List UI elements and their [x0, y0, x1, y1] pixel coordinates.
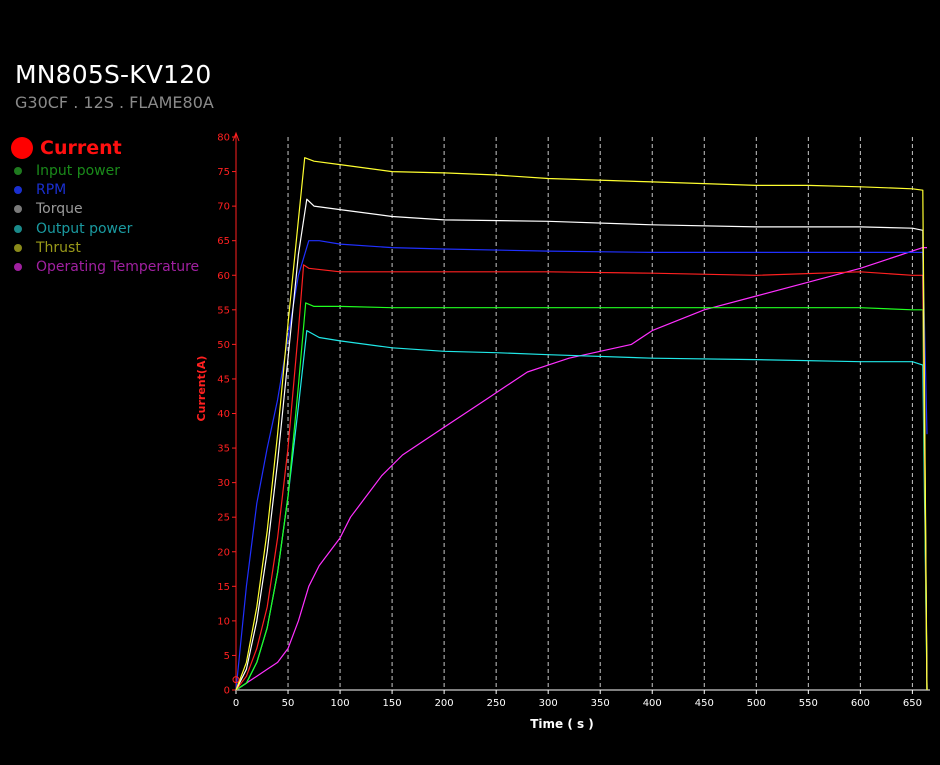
y-tick-label: 5 — [224, 651, 230, 662]
legend-dot-icon — [14, 243, 22, 252]
legend-label: Operating Temperature — [36, 259, 200, 276]
x-tick-label: 500 — [747, 698, 766, 709]
x-tick-label: 200 — [435, 698, 454, 709]
y-tick-label: 30 — [217, 478, 230, 489]
y-tick-label: 0 — [224, 686, 230, 697]
legend-label: Torque — [36, 201, 83, 218]
legend-dot-icon — [14, 185, 22, 194]
y-axis-arrow — [232, 131, 240, 142]
legend-item-operating-temperature[interactable]: Operating Temperature — [14, 257, 208, 276]
y-tick-label: 65 — [217, 236, 230, 247]
x-tick-label: 300 — [539, 698, 558, 709]
y-tick-label: 55 — [217, 305, 230, 316]
legend-item-input-power[interactable]: Input power — [14, 161, 208, 180]
legend-label: Thrust — [36, 239, 81, 256]
y-tick-label: 40 — [217, 409, 230, 420]
y-tick-label: 70 — [217, 202, 230, 213]
y-tick-label: 50 — [217, 340, 230, 351]
y-tick-label: 75 — [217, 167, 230, 178]
series-line-torque — [235, 198, 928, 691]
x-axis-title: Time ( s ) — [530, 717, 594, 731]
series-line-thrust — [235, 157, 928, 691]
legend: Current Input power RPM Torque Output power… — [8, 135, 208, 277]
series-line-rpm — [235, 240, 928, 691]
y-tick-label: 15 — [217, 582, 230, 593]
legend-label: Output power — [36, 220, 133, 237]
legend-label-current: Current — [40, 137, 122, 159]
legend-dot-icon — [14, 166, 22, 175]
legend-item-torque[interactable]: Torque — [14, 200, 208, 219]
legend-item-current[interactable]: Current — [8, 135, 208, 161]
x-tick-label: 550 — [799, 698, 818, 709]
legend-item-rpm[interactable]: RPM — [14, 180, 208, 199]
legend-label: RPM — [36, 181, 67, 198]
x-tick-label: 50 — [282, 698, 295, 709]
y-tick-label: 10 — [217, 616, 230, 627]
legend-dot-icon — [14, 205, 22, 214]
legend-label: Input power — [36, 162, 120, 179]
legend-dot-icon — [14, 263, 22, 272]
y-tick-label: 20 — [217, 547, 230, 558]
y-tick-label: 35 — [217, 444, 230, 455]
x-tick-label: 150 — [383, 698, 402, 709]
series-marker-current — [232, 676, 240, 684]
x-tick-label: 100 — [331, 698, 350, 709]
x-tick-label: 0 — [233, 698, 239, 709]
legend-item-output-power[interactable]: Output power — [14, 219, 208, 238]
series-line-input-power — [235, 302, 928, 691]
y-tick-label: 25 — [217, 513, 230, 524]
x-tick-label: 600 — [851, 698, 870, 709]
series-line-operating-temperature — [235, 247, 927, 691]
x-tick-label: 450 — [695, 698, 714, 709]
y-tick-label: 80 — [217, 133, 230, 144]
legend-dot-icon — [14, 224, 22, 233]
y-tick-label: 60 — [217, 271, 230, 282]
y-tick-label: 45 — [217, 374, 230, 385]
series-line-current — [235, 264, 928, 691]
x-tick-label: 650 — [903, 698, 922, 709]
page-subtitle: G30CF . 12S . FLAME80A — [15, 93, 214, 112]
x-tick-label: 350 — [591, 698, 610, 709]
y-axis-title: Current(A) — [195, 356, 208, 422]
x-tick-label: 400 — [643, 698, 662, 709]
selected-series-indicator-icon — [12, 138, 32, 158]
legend-item-thrust[interactable]: Thrust — [14, 238, 208, 257]
x-tick-label: 250 — [487, 698, 506, 709]
page-title: MN805S-KV120 — [15, 60, 212, 89]
